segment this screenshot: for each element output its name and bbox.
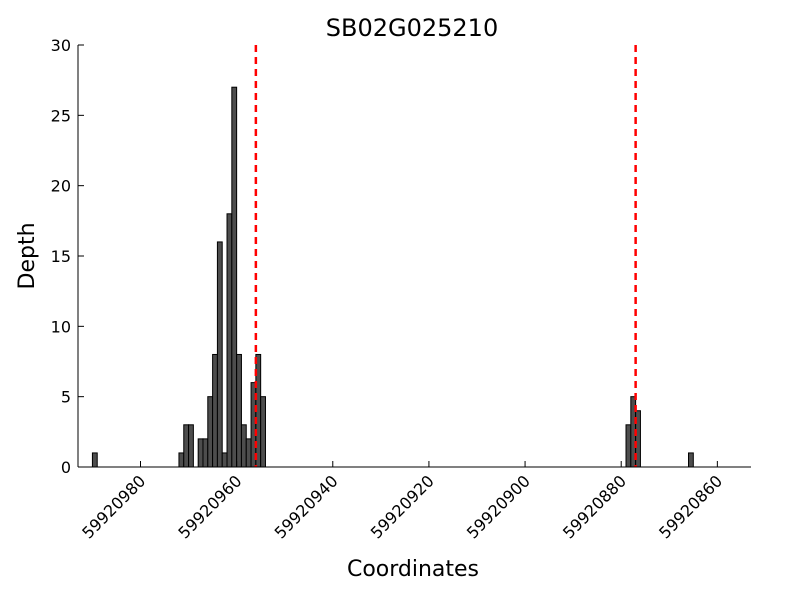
bar	[216, 241, 223, 468]
y-tick-label: 20	[51, 177, 71, 196]
axes-layer	[77, 45, 751, 468]
bar	[231, 86, 238, 468]
x-tick-label: 59920880	[559, 471, 630, 542]
bar	[245, 438, 252, 468]
y-tick-label: 5	[61, 388, 71, 407]
bar	[183, 424, 190, 468]
bar	[207, 396, 214, 468]
y-tick-label: 30	[51, 36, 71, 55]
bar	[202, 438, 209, 468]
bar	[197, 438, 204, 468]
x-tick-label: 59920960	[174, 471, 245, 542]
bar	[226, 213, 233, 468]
reference-lines-layer	[254, 45, 637, 467]
bar	[240, 424, 247, 468]
bar	[688, 452, 694, 468]
bars-layer	[91, 86, 694, 468]
bar	[91, 452, 98, 468]
x-tick-label: 59920900	[463, 471, 534, 542]
bar	[625, 424, 632, 468]
x-tick-label: 59920940	[271, 471, 342, 542]
x-tick-label: 59920860	[655, 471, 726, 542]
y-ticks: 0 5 10 15 20 25 30	[51, 36, 84, 477]
y-tick-label: 10	[51, 317, 71, 336]
bar	[221, 452, 228, 468]
x-tick-label: 59920980	[78, 471, 149, 542]
y-tick-label: 15	[51, 247, 71, 266]
bar	[188, 424, 194, 468]
bar	[212, 353, 218, 468]
x-ticks: 59920980 59920960 59920940 59920920 59920900…	[78, 461, 726, 542]
y-tick-label: 25	[51, 106, 71, 125]
bar	[260, 396, 266, 468]
bar	[236, 353, 242, 468]
x-axis-title: Coordinates	[347, 557, 479, 582]
bar	[178, 452, 185, 468]
y-tick-label: 0	[61, 458, 71, 477]
y-axis-title: Depth	[15, 222, 40, 289]
x-tick-label: 59920920	[367, 471, 438, 542]
chart-title: SB02G025210	[326, 14, 498, 42]
